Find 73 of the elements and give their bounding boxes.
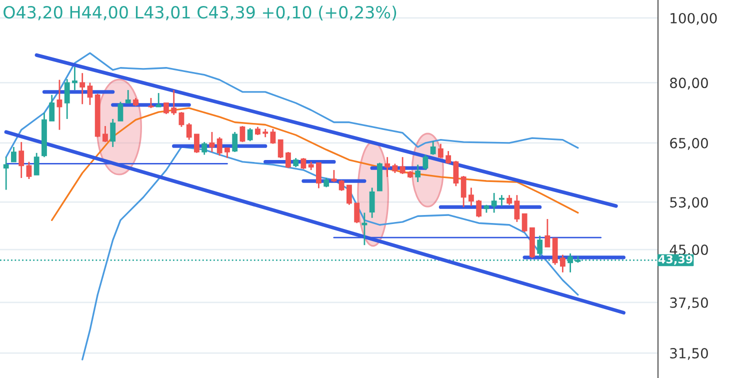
- candlestick: [346, 184, 352, 206]
- candlestick: [186, 122, 192, 141]
- candlestick: [11, 146, 16, 163]
- candlestick: [384, 156, 390, 178]
- candlestick: [286, 151, 291, 169]
- candlestick: [430, 140, 436, 156]
- candlestick: [278, 139, 284, 159]
- ref-line-label: 43,39: [658, 254, 692, 265]
- candlestick: [491, 192, 497, 214]
- y-tick-label: 31,50: [670, 348, 708, 360]
- candlestick: [64, 78, 70, 120]
- y-tick-label: 53,00: [670, 197, 708, 210]
- line-series: [51, 107, 579, 222]
- candlestick: [453, 160, 459, 187]
- candlestick: [415, 164, 421, 183]
- candlestick: [316, 162, 322, 189]
- candlestick: [87, 82, 93, 106]
- candlestick: [72, 66, 78, 91]
- candlestick: [224, 147, 230, 159]
- candlestick: [118, 101, 124, 122]
- candlestick: [476, 199, 482, 218]
- candlestick: [560, 254, 566, 274]
- candlestick: [247, 127, 253, 142]
- candlestick: [514, 194, 520, 223]
- y-tick-label: 65,00: [670, 138, 708, 150]
- candlestick: [125, 89, 131, 104]
- candlestick: [369, 187, 375, 219]
- candlestick: [506, 194, 512, 206]
- candlestick: [460, 175, 466, 208]
- candlestick: [544, 218, 550, 248]
- candlestick: [293, 157, 299, 168]
- candlestick: [468, 187, 474, 207]
- candlestick: [164, 102, 169, 115]
- y-tick-label: 80,00: [670, 78, 708, 90]
- candlestick: [34, 152, 40, 176]
- candlestick: [202, 141, 208, 156]
- candlestick: [80, 72, 86, 105]
- candlestick: [194, 133, 200, 154]
- candlestick: [392, 163, 398, 174]
- candlestick: [354, 202, 360, 224]
- candlestick: [18, 141, 24, 179]
- candlestick: [446, 150, 452, 164]
- y-tick-label: 100,00: [670, 12, 717, 25]
- candlestick: [422, 154, 428, 171]
- candlestick: [438, 143, 444, 159]
- y-tick-label: 45,00: [670, 244, 708, 256]
- candlestick: [232, 131, 238, 153]
- candlestick: [148, 97, 154, 109]
- candlestick: [331, 169, 337, 183]
- candlestick: [240, 125, 246, 143]
- candlestick: [300, 157, 306, 170]
- candlestick: [3, 156, 9, 190]
- candlestick: [178, 111, 184, 128]
- candlestick: [338, 179, 344, 192]
- candlestick: [537, 235, 543, 258]
- candlestick: [522, 213, 528, 233]
- chart-title: O43,20 H44,00 L43,01 C43,39 +0,10 (+0,23%): [4, 6, 396, 21]
- candlestick: [26, 161, 32, 180]
- line-series: [5, 52, 579, 158]
- candlestick: [324, 177, 330, 188]
- candlestick: [171, 89, 177, 116]
- candlestick: [400, 156, 406, 175]
- candlestick: [209, 131, 215, 153]
- candlestick: [49, 94, 55, 122]
- candlestick: [498, 194, 504, 207]
- y-tick-label: 37,50: [670, 297, 708, 310]
- candlestick: [362, 212, 368, 246]
- candlestick: [110, 118, 116, 148]
- candlestick: [270, 128, 276, 145]
- candlestick: [156, 92, 162, 108]
- candlestick: [102, 125, 108, 143]
- candlestick: [216, 136, 222, 156]
- candlestick: [56, 79, 62, 131]
